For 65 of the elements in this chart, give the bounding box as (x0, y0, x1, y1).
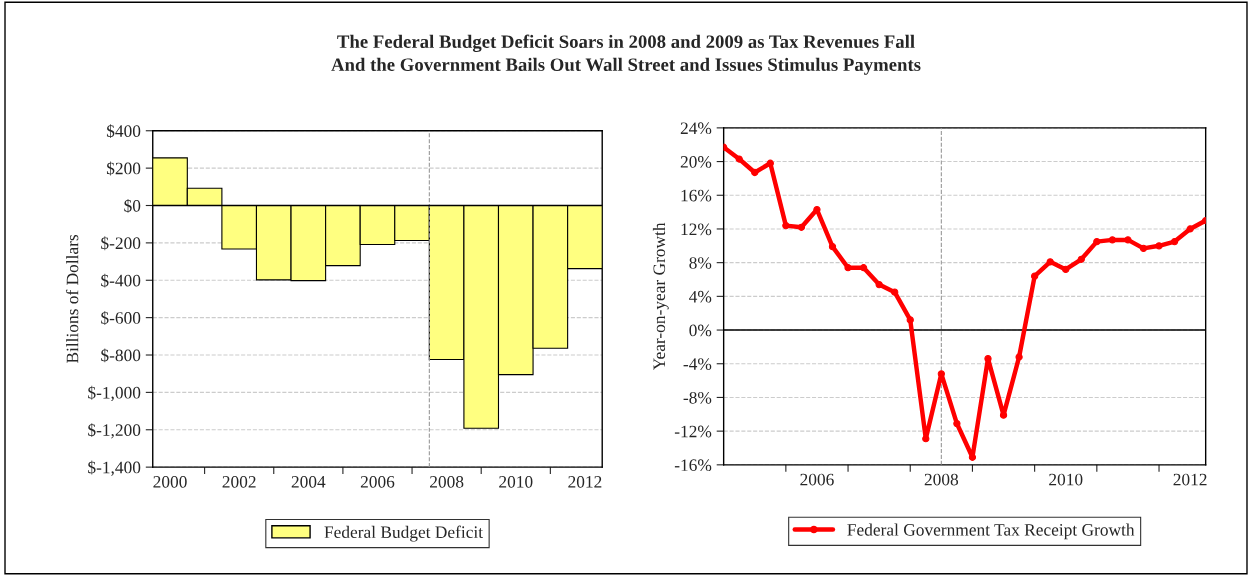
legend-label: Federal Budget Deficit (324, 525, 483, 542)
point (891, 288, 899, 296)
y-tick-label: $200 (106, 161, 141, 176)
y-tick-label: $-1,200 (88, 423, 141, 439)
legend-label: Federal Government Tax Receipt Growth (847, 523, 1135, 540)
y-tick-label: $-1,400 (88, 460, 141, 476)
y-tick-label: $-400 (101, 273, 141, 288)
x-tick-label: 2012 (568, 475, 602, 488)
point (999, 411, 1008, 419)
y-tick-label: $-800 (101, 348, 141, 363)
point (782, 221, 790, 230)
point (906, 316, 914, 324)
point (1108, 236, 1117, 244)
x-tick-label: 2000 (153, 475, 187, 488)
point (1093, 237, 1101, 246)
point (859, 264, 868, 272)
point (1155, 242, 1163, 250)
point (922, 435, 930, 443)
x-tick-label: 2006 (360, 475, 395, 488)
y-tick-label: 8% (689, 257, 712, 269)
point (1030, 272, 1039, 280)
point (1170, 237, 1179, 246)
point (1077, 255, 1085, 263)
point (1015, 353, 1023, 361)
y-tick-label: -8% (683, 391, 712, 404)
point (984, 355, 992, 363)
x-tick-label: 2010 (499, 475, 533, 488)
x-tick-label: 2004 (291, 475, 326, 488)
point (735, 155, 743, 163)
y-tick-label: 16% (681, 189, 712, 202)
y-tick-label: -4% (683, 358, 712, 370)
y-tick-label: $400 (106, 124, 141, 139)
point (1139, 244, 1148, 252)
point (1186, 225, 1194, 233)
x-tick-label: 2008 (924, 473, 959, 486)
y-axis-title: Year-on-year Growth (652, 222, 669, 371)
x-tick-label: 2010 (1049, 473, 1083, 486)
point (844, 264, 852, 272)
y-tick-label: 12% (681, 223, 712, 236)
y-tick-label: 0% (689, 324, 712, 337)
x-tick-label: 2006 (800, 473, 834, 486)
y-tick-label: -12% (674, 425, 712, 438)
y-axis-title: Billions of Dollars (65, 234, 79, 364)
y-tick-label: 20% (680, 156, 712, 168)
chart-title: The Federal Budget Deficit Soars in 2008 and 2009 as Tax Revenues Fall And the Government Bails Out Wall Street and Issues Stimulus Payments (331, 34, 921, 75)
y-tick-label: $-600 (101, 311, 141, 325)
y-tick-label: -16% (674, 459, 712, 472)
point (797, 223, 806, 231)
point (875, 280, 883, 289)
point (1046, 258, 1054, 266)
point (953, 419, 961, 428)
y-tick-label: $-1,000 (88, 385, 141, 402)
point (766, 159, 774, 167)
point (1062, 265, 1070, 274)
x-tick-label: 2012 (1173, 473, 1207, 486)
x-tick-label: 2002 (222, 475, 256, 488)
y-tick-label: 24% (680, 122, 712, 135)
y-tick-label: $0 (124, 198, 141, 213)
point (751, 168, 759, 177)
y-tick-label: $-200 (101, 236, 141, 251)
point (937, 370, 945, 378)
x-tick-label: 2008 (430, 475, 464, 488)
y-tick-label: 4% (689, 290, 712, 303)
point (1124, 236, 1132, 244)
point (828, 243, 837, 251)
